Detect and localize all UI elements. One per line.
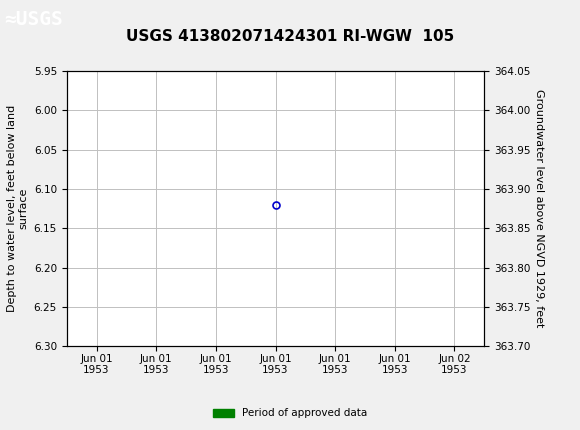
Text: USGS 413802071424301 RI-WGW  105: USGS 413802071424301 RI-WGW 105 xyxy=(126,29,454,44)
Text: ≈USGS: ≈USGS xyxy=(5,10,63,29)
Legend: Period of approved data: Period of approved data xyxy=(209,404,371,423)
Y-axis label: Depth to water level, feet below land
surface: Depth to water level, feet below land su… xyxy=(6,105,28,312)
Y-axis label: Groundwater level above NGVD 1929, feet: Groundwater level above NGVD 1929, feet xyxy=(534,89,545,328)
